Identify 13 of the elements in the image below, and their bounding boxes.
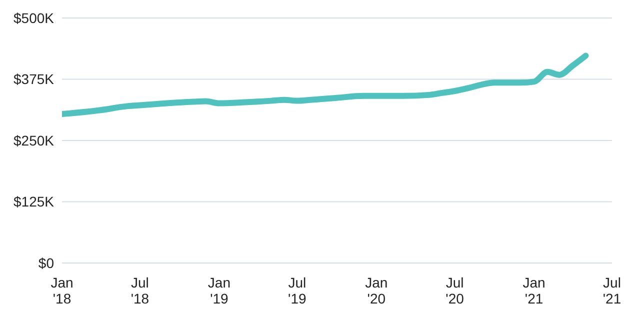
- x-tick-label: Jul '18: [130, 274, 150, 307]
- x-tick-label: Jul '19: [288, 274, 306, 307]
- x-tick-label: Jan '19: [208, 274, 230, 307]
- x-tick-label: Jul '21: [602, 274, 622, 307]
- x-tick-label: Jan '21: [522, 274, 546, 307]
- y-tick-label: $125K: [14, 194, 55, 210]
- y-tick-label: $250K: [14, 132, 55, 148]
- y-tick-label: $500K: [14, 10, 55, 26]
- y-tick-label: $375K: [14, 71, 55, 88]
- x-tick-label: Jan '18: [50, 274, 74, 307]
- y-tick-label: $0: [38, 254, 54, 271]
- x-tick-label: Jan '20: [365, 274, 388, 307]
- x-tick-label: Jul '20: [446, 274, 464, 307]
